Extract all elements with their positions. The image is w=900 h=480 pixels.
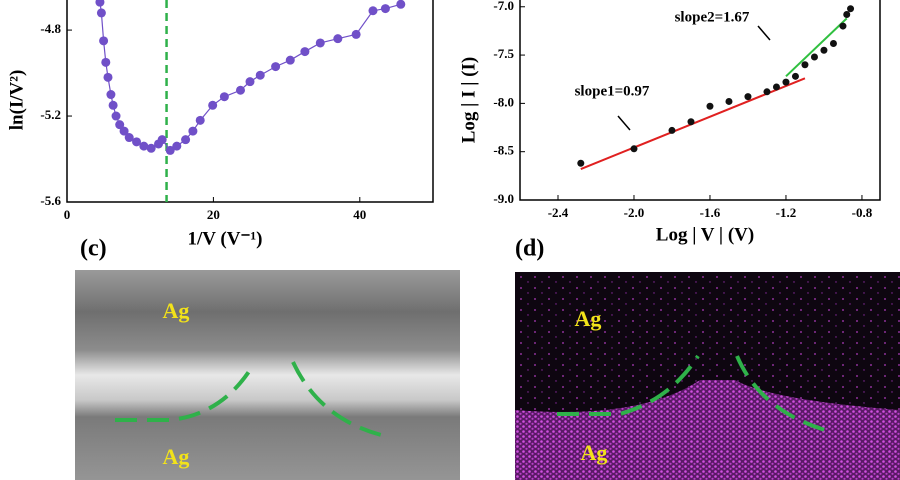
data-point (810, 53, 818, 61)
data-point (300, 47, 310, 57)
data-point (843, 10, 851, 18)
x-axis-title: Log | V | (V) (656, 224, 754, 245)
data-point (725, 97, 733, 105)
data-point (188, 126, 198, 136)
data-point (195, 115, 205, 125)
data-point (630, 145, 638, 153)
plot-frame (519, 0, 881, 201)
y-tick-label: -8.0 (493, 94, 514, 109)
annotation-arrow (617, 115, 631, 131)
data-point (687, 118, 695, 126)
x-tick-label: -0.8 (852, 205, 873, 220)
data-point (791, 72, 799, 80)
annotation-arrow (757, 25, 771, 41)
data-point (208, 100, 218, 110)
data-point (847, 5, 855, 13)
data-point (111, 111, 121, 121)
data-point (333, 34, 343, 44)
x-tick-label: 20 (207, 207, 220, 222)
region-label: Ag (163, 298, 190, 323)
x-tick-label: -2.4 (548, 205, 569, 220)
boundary-line (557, 354, 826, 432)
data-point (106, 90, 116, 100)
data-point (139, 141, 149, 151)
data-point (801, 61, 809, 69)
fit-label: slope2=1.67 (675, 9, 750, 25)
data-point (368, 6, 378, 16)
y-tick-label: -5.6 (40, 193, 61, 208)
data-point (115, 120, 125, 130)
data-point (99, 36, 109, 46)
y-tick-label: -8.5 (493, 143, 514, 158)
data-point (146, 143, 156, 153)
fit-label: slope1=0.97 (575, 83, 650, 99)
data-point (380, 4, 390, 14)
y-tick-label: -5.2 (40, 107, 61, 122)
y-tick-label: -4.8 (40, 21, 61, 36)
data-point (706, 102, 714, 110)
data-point (219, 92, 229, 102)
x-tick-label: 0 (64, 207, 71, 222)
data-point (271, 62, 281, 72)
data-point (235, 85, 245, 95)
data-point (101, 57, 111, 67)
region-label: Ag (163, 444, 190, 469)
region-label: Ag (581, 440, 608, 465)
fit-line (785, 17, 848, 78)
data-point (744, 93, 752, 101)
data-point (315, 38, 325, 48)
data-point (96, 8, 106, 18)
y-axis-title: ln(I/V²) (6, 70, 27, 131)
y-axis-title: Log | I | (I) (458, 57, 479, 143)
data-point (245, 77, 255, 87)
data-point (132, 137, 142, 147)
data-point (782, 78, 790, 86)
data-point (839, 22, 847, 30)
data-point (668, 126, 676, 134)
data-point (829, 39, 837, 47)
data-point (181, 135, 191, 145)
data-point (95, 0, 105, 7)
data-point (119, 126, 129, 136)
data-point (108, 100, 118, 110)
data-point (172, 141, 182, 151)
y-tick-label: -9.0 (493, 191, 514, 206)
y-tick-label: -7.0 (493, 0, 514, 13)
boundary-line (115, 361, 386, 438)
x-tick-label: -2.0 (624, 205, 645, 220)
data-point (577, 159, 585, 167)
eds-map-dense (515, 380, 900, 480)
y-tick-label: -7.5 (493, 46, 514, 61)
x-tick-label: 40 (353, 207, 366, 222)
data-point (124, 133, 134, 143)
data-point (351, 29, 361, 39)
data-point (103, 72, 113, 82)
x-axis-title: 1/V (V⁻¹) (187, 228, 262, 249)
region-label: Ag (575, 306, 602, 331)
panel-label: (c) (80, 236, 107, 262)
data-point (772, 83, 780, 91)
data-point (763, 88, 771, 96)
data-point (396, 0, 406, 9)
panel-label: (d) (515, 236, 544, 262)
data-point (165, 145, 175, 155)
sem-image (75, 270, 460, 480)
data-point (157, 135, 167, 145)
data-point (285, 55, 295, 65)
x-tick-label: -1.2 (776, 205, 797, 220)
data-point (255, 70, 265, 80)
x-tick-label: -1.6 (700, 205, 721, 220)
data-point (820, 46, 828, 54)
data-line (99, 2, 401, 152)
plot-frame (66, 0, 434, 203)
